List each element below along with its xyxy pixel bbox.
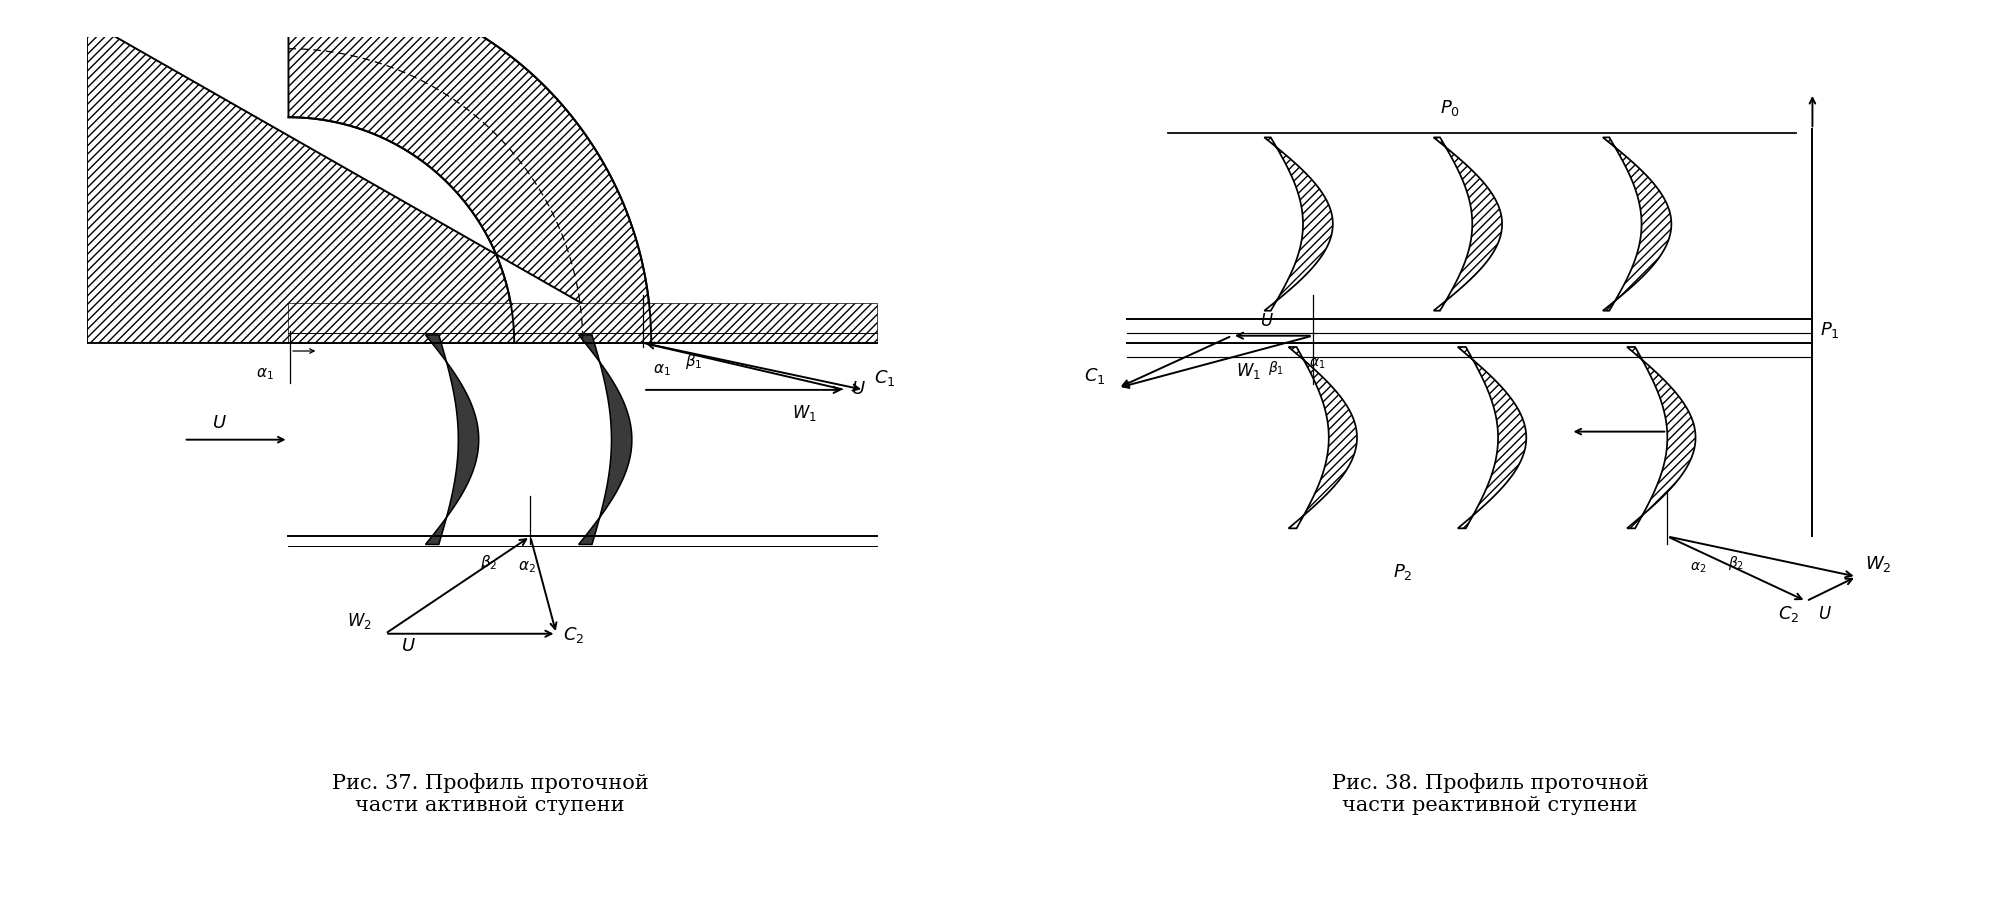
Text: $C_1$: $C_1$	[874, 368, 896, 388]
Text: Рис. 38. Профиль проточной
части реактивной ступени: Рис. 38. Профиль проточной части реактив…	[1332, 773, 1648, 815]
Polygon shape	[1628, 347, 1696, 529]
Polygon shape	[1434, 137, 1502, 311]
Text: $U$: $U$	[1818, 605, 1832, 623]
Text: $\alpha_2$: $\alpha_2$	[1690, 561, 1706, 574]
Text: $P_0$: $P_0$	[1440, 98, 1460, 118]
Text: $\alpha_1$: $\alpha_1$	[256, 365, 274, 381]
Text: $\alpha_1$: $\alpha_1$	[1308, 356, 1326, 371]
Polygon shape	[1264, 137, 1332, 311]
Text: $\beta_2$: $\beta_2$	[480, 553, 498, 572]
Text: $\beta_2$: $\beta_2$	[1728, 554, 1744, 572]
Text: $U$: $U$	[852, 380, 866, 398]
Text: $P_2$: $P_2$	[1394, 562, 1412, 582]
Text: $W_1$: $W_1$	[1236, 361, 1260, 381]
Text: $\beta_1$: $\beta_1$	[1268, 359, 1284, 377]
Text: $C_1$: $C_1$	[1084, 366, 1106, 387]
Text: $C_2$: $C_2$	[1778, 604, 1800, 624]
Text: $\alpha_2$: $\alpha_2$	[518, 560, 536, 575]
Text: $\alpha_1$: $\alpha_1$	[652, 363, 670, 378]
Polygon shape	[1458, 347, 1526, 529]
Text: $\beta_1$: $\beta_1$	[686, 352, 702, 370]
Text: $P_1$: $P_1$	[1820, 320, 1840, 340]
Polygon shape	[578, 335, 632, 544]
Text: $W_1$: $W_1$	[792, 403, 818, 423]
Polygon shape	[288, 302, 876, 343]
Text: $U$: $U$	[212, 414, 226, 431]
Text: $C_2$: $C_2$	[562, 626, 584, 645]
Polygon shape	[1288, 347, 1356, 529]
Polygon shape	[426, 335, 478, 544]
Text: Рис. 37. Профиль проточной
части активной ступени: Рис. 37. Профиль проточной части активно…	[332, 773, 648, 815]
Text: $W_2$: $W_2$	[1864, 553, 1892, 573]
Text: $W_2$: $W_2$	[346, 611, 372, 631]
Polygon shape	[86, 0, 652, 343]
Text: $U$: $U$	[1260, 312, 1274, 330]
Polygon shape	[1602, 137, 1672, 311]
Text: $U$: $U$	[402, 638, 416, 656]
